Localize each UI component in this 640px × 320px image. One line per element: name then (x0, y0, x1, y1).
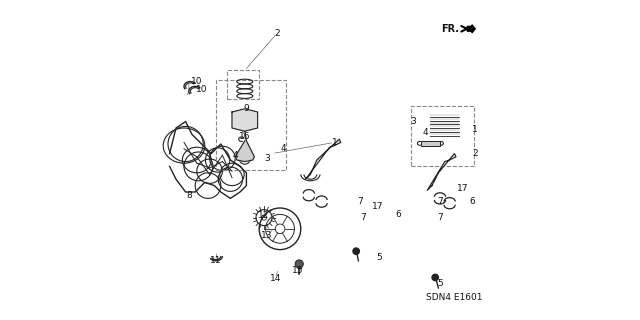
Text: 6: 6 (469, 197, 475, 206)
Text: 2: 2 (472, 149, 478, 158)
Text: 8: 8 (186, 191, 191, 200)
Text: 7: 7 (437, 197, 443, 206)
Text: 3: 3 (410, 117, 415, 126)
Bar (412, 106, 474, 166)
FancyArrow shape (467, 25, 475, 33)
Text: 11: 11 (211, 256, 221, 265)
Text: 1: 1 (472, 125, 478, 134)
Text: 5: 5 (437, 279, 443, 288)
Text: 5: 5 (376, 253, 382, 262)
Text: 17: 17 (457, 184, 468, 193)
Text: 16: 16 (239, 132, 250, 140)
Text: 15: 15 (292, 266, 303, 275)
Text: 17: 17 (372, 202, 383, 211)
Text: 12: 12 (259, 212, 269, 220)
Text: 4: 4 (423, 128, 428, 137)
Text: 1: 1 (332, 138, 337, 147)
Circle shape (295, 260, 303, 268)
Text: 14: 14 (269, 274, 281, 283)
Text: 10: 10 (191, 77, 202, 86)
Polygon shape (232, 109, 258, 131)
Text: 3: 3 (264, 154, 270, 163)
Text: SDN4 E1601: SDN4 E1601 (426, 293, 482, 302)
Text: 6: 6 (396, 210, 401, 219)
Polygon shape (306, 139, 340, 179)
Text: 4: 4 (232, 151, 238, 160)
Text: 9: 9 (244, 104, 249, 113)
Text: 7: 7 (437, 213, 443, 222)
Bar (227, 70, 259, 99)
Circle shape (432, 274, 438, 281)
Polygon shape (236, 131, 254, 162)
Text: 13: 13 (262, 231, 273, 240)
Circle shape (353, 248, 360, 254)
Bar (421, 141, 440, 146)
Text: 7: 7 (360, 213, 366, 222)
Text: 4: 4 (280, 144, 286, 153)
Polygon shape (428, 154, 456, 190)
Text: 10: 10 (196, 85, 207, 94)
Text: 2: 2 (274, 29, 280, 38)
Text: 7: 7 (357, 197, 363, 206)
Text: FR.: FR. (441, 24, 460, 34)
